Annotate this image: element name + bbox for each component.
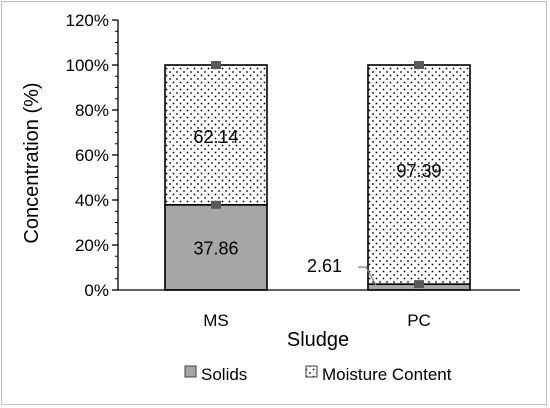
x-axis: MS PC — [118, 289, 520, 330]
error-marker — [211, 61, 221, 69]
legend: Solids Moisture Content — [184, 365, 452, 384]
data-labels: 37.86 62.14 97.39 2.61 — [193, 127, 442, 286]
data-label-pc-solids: 2.61 — [307, 256, 342, 276]
error-marker — [414, 61, 424, 69]
y-tick-label: 60% — [75, 146, 109, 165]
data-label-ms-solids: 37.86 — [193, 238, 238, 258]
leader-line-pc-solids — [358, 266, 377, 286]
data-label-pc-moisture: 97.39 — [396, 161, 441, 181]
y-axis: 0% 20% 40% 60% 80% 100% 120% — [66, 11, 119, 300]
y-tick-label: 20% — [75, 236, 109, 255]
bars-group — [164, 61, 471, 291]
x-tick-label: MS — [203, 311, 229, 330]
legend-swatch-solids — [184, 365, 197, 378]
x-tick-label: PC — [407, 311, 431, 330]
x-axis-title: Sludge — [287, 329, 349, 351]
y-axis-title: Concentration (%) — [21, 82, 43, 243]
y-tick-label: 0% — [84, 281, 109, 300]
legend-label-moisture: Moisture Content — [322, 365, 452, 384]
y-tick-label: 80% — [75, 101, 109, 120]
y-tick-label: 40% — [75, 191, 109, 210]
y-tick-label: 100% — [66, 56, 109, 75]
y-tick-label: 120% — [66, 11, 109, 30]
legend-label-solids: Solids — [201, 365, 247, 384]
error-marker — [414, 280, 424, 289]
legend-swatch-moisture — [305, 365, 318, 378]
error-marker — [211, 200, 221, 209]
bar-segment-solids — [164, 204, 268, 291]
data-label-ms-moisture: 62.14 — [193, 127, 238, 147]
bar-segment-moisture — [367, 64, 471, 285]
